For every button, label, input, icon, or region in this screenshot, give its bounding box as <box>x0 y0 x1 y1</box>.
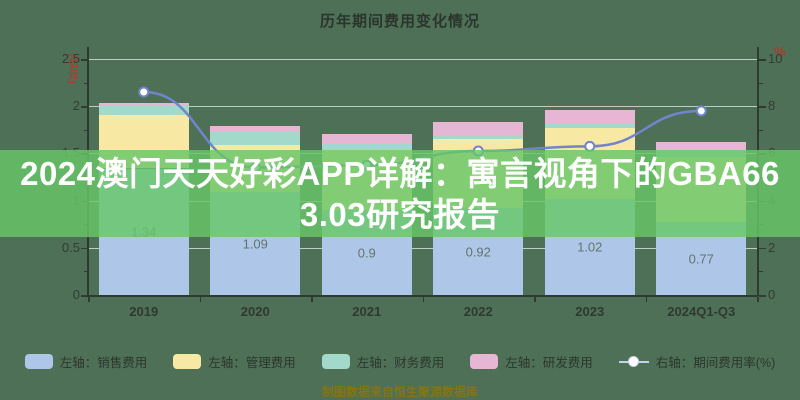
x-axis-tick <box>757 297 759 302</box>
x-axis-tick <box>534 297 536 302</box>
legend-label: 左轴：研发费用 <box>505 356 593 370</box>
x-axis-label: 2019 <box>129 304 159 319</box>
x-axis-label: 2021 <box>352 304 382 319</box>
bar-segment-rnd[interactable] <box>210 126 301 131</box>
legend-swatch-finance <box>321 354 350 369</box>
bar-value-label: 0.92 <box>465 244 491 260</box>
right-axis-unit-label: % <box>774 44 786 59</box>
bar-segment-rnd[interactable] <box>544 109 635 124</box>
promo-text-line2: 3.03研究报告 <box>299 195 501 233</box>
bar-segment-finance[interactable] <box>321 143 412 150</box>
right-axis-tick-label: 0 <box>768 287 776 302</box>
x-axis-tick <box>422 297 424 302</box>
x-axis-tick <box>645 297 647 302</box>
legend-swatch-rnd <box>470 354 499 369</box>
rate-line-marker[interactable] <box>138 86 150 98</box>
left-axis-tick-label: 0.5 <box>61 239 80 255</box>
left-axis-tick <box>81 247 88 250</box>
bar-value-label: 0.9 <box>357 245 376 261</box>
right-axis-minor-tick <box>759 82 763 84</box>
x-axis-label: 2022 <box>463 304 493 319</box>
right-axis-tick <box>759 247 766 250</box>
right-axis-tick <box>759 59 766 61</box>
left-axis-minor-tick <box>84 82 88 84</box>
x-axis-tick <box>311 297 313 302</box>
x-axis-line <box>87 295 758 297</box>
left-axis-unit-label: (亿元) <box>66 54 77 85</box>
bar-segment-finance[interactable] <box>544 123 635 128</box>
x-axis-label: 2024Q1-Q3 <box>667 304 736 319</box>
legend-swatch-sales <box>24 354 53 369</box>
bar-value-label: 1.02 <box>577 239 603 255</box>
left-axis-tick <box>81 106 88 108</box>
left-axis-minor-tick <box>84 129 88 131</box>
legend-swatch-admin <box>173 354 202 369</box>
promo-overlay-banner: 2024澳门天天好彩APP详解：寓言视角下的GBA66 3.03研究报告 <box>0 150 800 237</box>
left-axis-tick-label: 2.5 <box>61 51 80 66</box>
right-axis-tick <box>759 106 766 108</box>
bar-segment-rnd[interactable] <box>321 133 412 143</box>
right-axis-tick-label: 2 <box>768 239 776 255</box>
bar-segment-finance[interactable] <box>98 105 189 115</box>
legend-item-admin[interactable]: 左轴：管理费用 <box>173 352 296 371</box>
legend-label: 左轴：管理费用 <box>208 356 296 370</box>
legend-label: 左轴：财务费用 <box>356 356 445 370</box>
bar-segment-rnd[interactable] <box>433 122 524 135</box>
bar-segment-rnd[interactable] <box>98 103 189 106</box>
footer-note: 制图数据来自恒生聚源数据库 <box>321 385 478 399</box>
left-axis-tick-label: 0 <box>72 287 80 302</box>
bar-value-label: 0.77 <box>688 251 714 267</box>
legend-item-rate[interactable]: 右轴：期间费用率(%) <box>618 352 776 371</box>
x-axis-label: 2023 <box>575 304 605 319</box>
rate-line-marker[interactable] <box>695 105 707 117</box>
legend: 左轴：销售费用 左轴：管理费用 左轴：财务费用 左轴：研发费用 右轴：期间费用率(%) <box>0 352 800 371</box>
gridline <box>88 247 757 249</box>
legend-item-sales[interactable]: 左轴：销售费用 <box>24 352 148 371</box>
x-axis-tick <box>199 297 201 302</box>
legend-item-finance[interactable]: 左轴：财务费用 <box>321 352 445 371</box>
bar-segment-finance[interactable] <box>433 134 524 140</box>
chart-title: 历年期间费用变化情况 <box>319 13 480 30</box>
left-axis-tick <box>81 59 88 61</box>
promo-text-line1: 2024澳门天天好彩APP详解：寓言视角下的GBA66 <box>20 154 780 192</box>
x-axis-label: 2020 <box>240 304 270 319</box>
gridline <box>88 59 757 60</box>
legend-item-rnd[interactable]: 左轴：研发费用 <box>470 352 593 371</box>
left-axis-tick <box>81 295 88 297</box>
legend-label: 左轴：销售费用 <box>59 356 148 370</box>
bar-segment-finance[interactable] <box>210 130 301 145</box>
left-axis-tick-label: 2 <box>72 98 80 114</box>
right-axis-tick-label: 10 <box>768 51 783 66</box>
right-axis-minor-tick <box>759 271 763 273</box>
legend-line-dot-marker <box>618 354 649 369</box>
left-axis-minor-tick <box>84 271 88 273</box>
right-axis-tick <box>759 295 766 297</box>
bar-value-label: 1.09 <box>242 236 268 252</box>
x-axis-tick <box>88 297 90 302</box>
right-axis-minor-tick <box>759 129 763 131</box>
right-axis-tick-label: 8 <box>768 98 776 114</box>
legend-label: 右轴：期间费用率(%) <box>655 356 776 370</box>
